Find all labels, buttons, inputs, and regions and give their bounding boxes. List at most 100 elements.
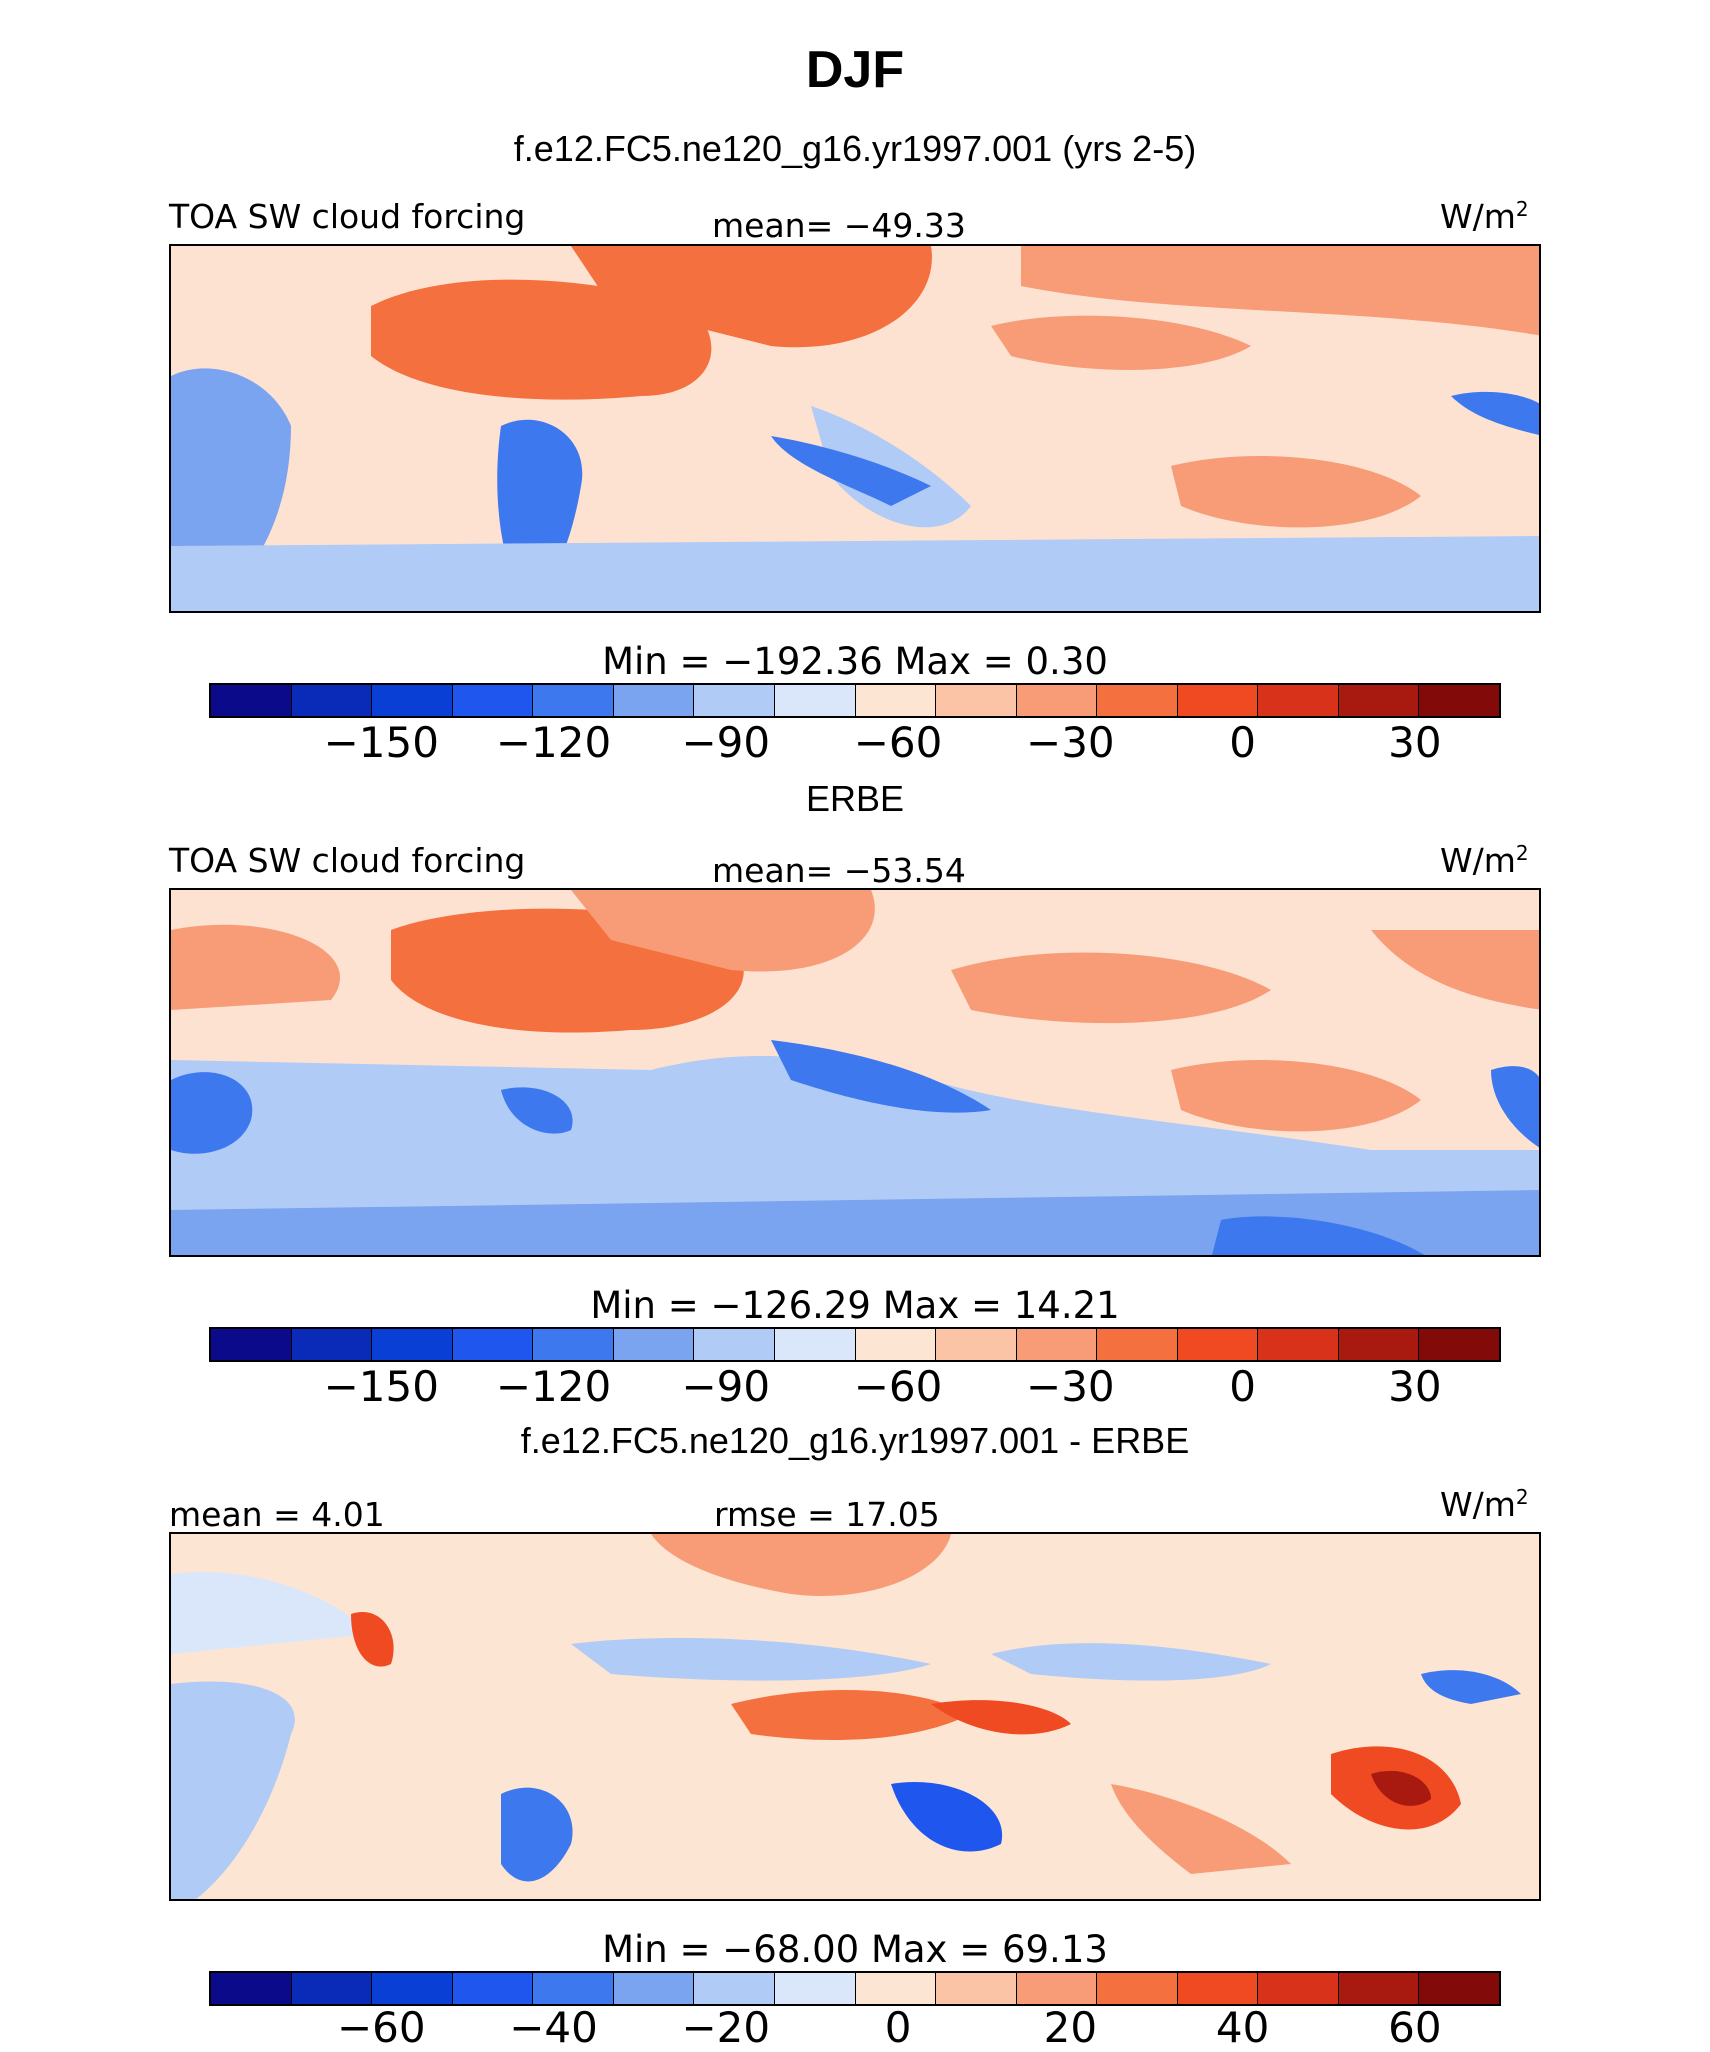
panel-1-colorbar-seg xyxy=(452,685,534,716)
panel-2-units-exponent: 2 xyxy=(1515,841,1529,865)
panel-2-colorbar-seg xyxy=(1258,1329,1339,1360)
panel-2-tick: 0 xyxy=(1229,1362,1256,1411)
panel-3-units-exponent: 2 xyxy=(1515,1485,1529,1509)
panel-1-units-base: W/m xyxy=(1440,197,1516,236)
panel-2-subtitle: ERBE xyxy=(805,778,905,819)
panel-3-tick: 20 xyxy=(1043,2003,1098,2052)
panel-1-subtitle: f.e12.FC5.ne120_g16.yr1997.001 (yrs 2-5) xyxy=(513,128,1197,169)
panel-3-units-base: W/m xyxy=(1440,1485,1516,1524)
panel-3-map xyxy=(169,1532,1541,1901)
panel-1-map-field xyxy=(171,246,1539,611)
panel-3-colorbar-seg xyxy=(452,1973,534,2004)
panel-1-tick: −120 xyxy=(495,718,612,767)
panel-3-colorbar-seg xyxy=(936,1973,1017,2004)
panel-1-colorbar-seg xyxy=(533,685,614,716)
panel-1-tick: −150 xyxy=(323,718,439,767)
panel-3-ticks: −60 −40 −20 0 20 40 60 xyxy=(209,2003,1501,2052)
panel-2-colorbar-seg xyxy=(1338,1329,1420,1360)
panel-3-tick: −60 xyxy=(336,2003,426,2052)
panel-3-colorbar-seg xyxy=(694,1973,775,2004)
panel-2-colorbar-seg xyxy=(372,1329,453,1360)
panel-1-tick: −90 xyxy=(681,718,771,767)
panel-3-tick: −20 xyxy=(681,2003,771,2052)
panel-1-colorbar-seg xyxy=(372,685,453,716)
panel-2-colorbar-seg xyxy=(533,1329,614,1360)
panel-1-colorbar-seg xyxy=(1097,685,1178,716)
panel-1-units: W/m2 xyxy=(1440,197,1529,236)
panel-3-colorbar-seg xyxy=(1097,1973,1178,2004)
panel-1-tick: −60 xyxy=(853,718,943,767)
panel-2-units: W/m2 xyxy=(1440,841,1529,880)
panel-2-tick: −60 xyxy=(853,1362,943,1411)
panel-2-colorbar xyxy=(209,1327,1501,1362)
panel-3-tick: 0 xyxy=(884,2003,912,2052)
panel-2-colorbar-seg xyxy=(1016,1329,1098,1360)
panel-3-tick: 60 xyxy=(1388,2003,1442,2052)
panel-2-map xyxy=(169,888,1541,1257)
panel-3-map-field xyxy=(171,1534,1539,1899)
panel-1-colorbar xyxy=(209,683,1501,718)
panel-3-subtitle: f.e12.FC5.ne120_g16.yr1997.001 - ERBE xyxy=(520,1420,1190,1461)
panel-2-colorbar-seg xyxy=(613,1329,695,1360)
panel-1-tick: −30 xyxy=(1026,718,1115,767)
panel-3-colorbar-seg xyxy=(1016,1973,1098,2004)
panel-2-colorbar-seg xyxy=(1419,1329,1499,1360)
panel-2-min-max: Min = −126.29 Max = 14.21 xyxy=(590,1284,1120,1327)
panel-3-colorbar-seg xyxy=(774,1973,856,2004)
panel-3-colorbar-seg xyxy=(211,1973,292,2004)
panel-1-colorbar-seg xyxy=(291,685,373,716)
panel-2-colorbar-seg xyxy=(452,1329,534,1360)
panel-2-units-base: W/m xyxy=(1440,841,1516,880)
panel-3-tick: −40 xyxy=(509,2003,598,2052)
panel-2-colorbar-seg xyxy=(936,1329,1017,1360)
panel-3-colorbar xyxy=(209,1971,1501,2006)
panel-3-colorbar-seg xyxy=(291,1973,373,2004)
panel-3-colorbar-seg xyxy=(1258,1973,1339,2004)
panel-3-colorbar-seg xyxy=(855,1973,937,2004)
panel-2-colorbar-seg xyxy=(774,1329,856,1360)
panel-1-colorbar-seg xyxy=(1338,685,1420,716)
panel-1-colorbar-seg xyxy=(694,685,775,716)
panel-3-colorbar-seg xyxy=(1338,1973,1420,2004)
panel-3-colorbar-seg xyxy=(372,1973,453,2004)
panel-2-tick: 30 xyxy=(1388,1362,1442,1411)
panel-2-tick: −30 xyxy=(1026,1362,1115,1411)
panel-1-colorbar-seg xyxy=(211,685,292,716)
panel-1-colorbar-seg xyxy=(1419,685,1499,716)
panel-1-colorbar-seg xyxy=(855,685,937,716)
panel-2-variable-label: TOA SW cloud forcing xyxy=(169,841,526,880)
panel-1-ticks: −150 −120 −90 −60 −30 0 30 xyxy=(209,718,1501,768)
panel-1-units-exponent: 2 xyxy=(1515,197,1529,221)
panel-1-colorbar-seg xyxy=(1177,685,1259,716)
panel-3-colorbar-seg xyxy=(533,1973,614,2004)
panel-3-min-max: Min = −68.00 Max = 69.13 xyxy=(602,1928,1108,1971)
panel-1-colorbar-seg xyxy=(1016,685,1098,716)
panel-2-colorbar-seg xyxy=(291,1329,373,1360)
panel-1-colorbar-seg xyxy=(936,685,1017,716)
panel-2-colorbar-seg xyxy=(211,1329,292,1360)
panel-2-colorbar-seg xyxy=(694,1329,775,1360)
panel-1-colorbar-seg xyxy=(613,685,695,716)
panel-3-rmse-label: rmse = 17.05 xyxy=(714,1495,940,1534)
panel-3-mean-label: mean = 4.01 xyxy=(169,1495,385,1534)
panel-1-min-max: Min = −192.36 Max = 0.30 xyxy=(602,640,1108,683)
panel-1-tick: 0 xyxy=(1229,718,1256,767)
panel-2-colorbar-seg xyxy=(1177,1329,1259,1360)
panel-1-mean-label: mean= −49.33 xyxy=(712,206,966,245)
panel-2-map-field xyxy=(171,890,1539,1255)
panel-2-colorbar-seg xyxy=(855,1329,937,1360)
panel-1-tick: 30 xyxy=(1388,718,1442,767)
panel-1-colorbar-seg xyxy=(1258,685,1339,716)
figure-title: DJF xyxy=(805,41,905,99)
panel-3-tick: 40 xyxy=(1215,2003,1270,2052)
panel-1-colorbar-seg xyxy=(774,685,856,716)
panel-1-map xyxy=(169,244,1541,613)
panel-2-colorbar-seg xyxy=(1097,1329,1178,1360)
panel-2-mean-label: mean= −53.54 xyxy=(712,851,966,890)
panel-3-colorbar-seg xyxy=(1177,1973,1259,2004)
panel-1-variable-label: TOA SW cloud forcing xyxy=(169,197,526,236)
panel-3-colorbar-seg xyxy=(613,1973,695,2004)
panel-2-ticks: −150 −120 −90 −60 −30 0 30 xyxy=(209,1362,1501,1412)
panel-2-tick: −150 xyxy=(323,1362,439,1411)
panel-2-tick: −120 xyxy=(495,1362,612,1411)
